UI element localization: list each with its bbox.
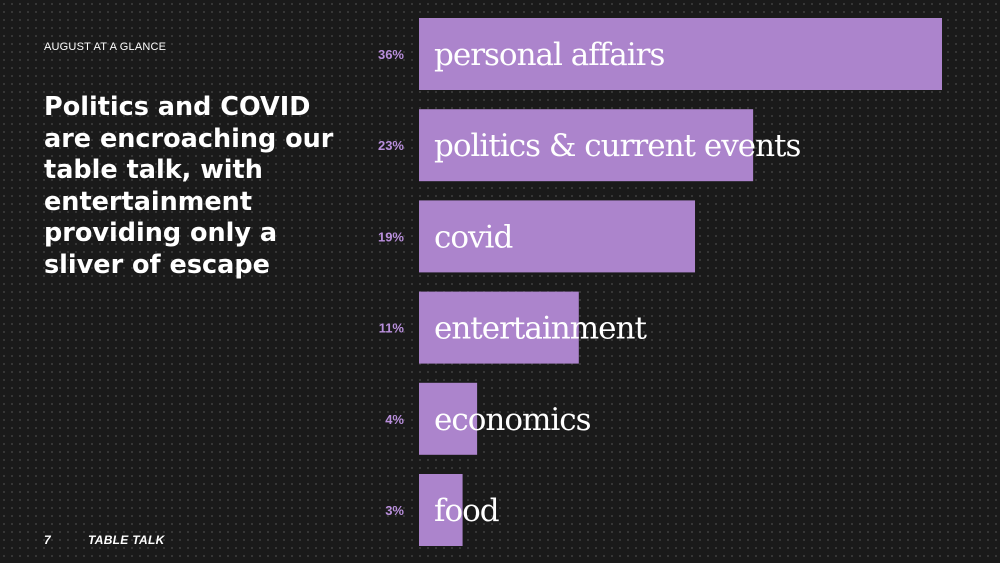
percent-label: 11%: [379, 321, 405, 336]
bar-covid: [419, 200, 696, 273]
bar-personal-affairs: [419, 18, 942, 90]
bar-entertainment: [419, 291, 579, 364]
percent-label: 4%: [385, 412, 404, 427]
bar-food: [419, 474, 463, 546]
headline: Politics and COVID are encroaching our t…: [44, 92, 334, 280]
footer-brand: TABLE TALK: [88, 533, 165, 547]
category-label: covid: [434, 219, 512, 255]
percent-label: 3%: [385, 503, 404, 518]
percent-label: 23%: [378, 138, 404, 153]
percent-label: 19%: [378, 229, 404, 244]
percent-label: 36%: [378, 47, 404, 62]
bar-politics-current-events: [419, 109, 754, 182]
bar-economics: [419, 382, 478, 455]
category-label: entertainment: [434, 311, 647, 347]
category-label: economics: [434, 402, 591, 438]
kicker-label: AUGUST AT A GLANCE: [44, 41, 167, 53]
category-label: food: [434, 493, 499, 529]
category-label: personal affairs: [434, 37, 664, 73]
category-label: politics & current events: [434, 128, 800, 164]
page-number: 7: [44, 533, 51, 547]
